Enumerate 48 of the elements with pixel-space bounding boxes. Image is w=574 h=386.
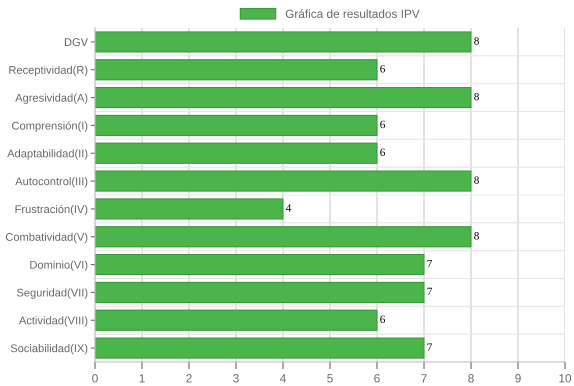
bar [95, 114, 378, 136]
bar [95, 338, 425, 359]
data-label: 8 [474, 37, 479, 45]
bar [95, 282, 425, 303]
data-label: 6 [380, 65, 385, 73]
y-tick-label: Actividad(VIII) [18, 316, 88, 327]
data-label: 7 [428, 343, 432, 351]
data-label: 4 [286, 204, 292, 212]
x-tick-label: 3 [233, 374, 239, 382]
y-tick-label: Adaptabilidad(II) [7, 149, 88, 160]
y-tick-label: Agresividad(A) [15, 94, 88, 104]
y-tick-label: DGV [64, 38, 88, 46]
y-tick-label: Seguridad(VII) [16, 288, 88, 299]
data-label: 8 [474, 232, 479, 240]
x-tick-label: 6 [374, 374, 380, 382]
x-tick-label: 4 [280, 374, 286, 382]
x-tick-label: 9 [515, 374, 521, 382]
legend-label: Gráfica de resultados IPV [286, 9, 420, 18]
data-label: 6 [380, 120, 385, 128]
bar [95, 198, 284, 220]
bar [95, 254, 425, 276]
y-tick-label: Receptividad(R) [9, 66, 88, 76]
x-tick-label: 8 [468, 374, 474, 382]
y-tick-label: Frustración(IV) [16, 204, 88, 216]
bar [95, 87, 472, 108]
x-tick-label: 1 [140, 374, 145, 382]
data-label: 8 [474, 176, 479, 184]
y-tick-label: Autocontrol(III) [15, 177, 88, 188]
data-label: 7 [428, 260, 432, 268]
bar [95, 310, 378, 331]
bar [95, 59, 378, 80]
data-label: 6 [380, 316, 385, 324]
data-label: 8 [474, 92, 479, 100]
x-tick-label: 5 [327, 374, 333, 382]
y-tick-label: Combatividad(V) [6, 232, 88, 244]
y-tick-label: Comprensión(I) [12, 121, 88, 132]
y-tick-label: Dominio(VI) [30, 260, 88, 271]
bar [95, 170, 472, 192]
x-tick-label: 0 [92, 374, 98, 382]
x-tick-label: 7 [421, 374, 427, 382]
data-label: 6 [380, 148, 385, 156]
x-tick-label: 10 [559, 374, 572, 382]
bar [95, 142, 378, 164]
bar [95, 226, 472, 248]
data-label: 7 [428, 288, 432, 296]
x-tick-label: 2 [186, 374, 192, 382]
bar [95, 31, 472, 52]
y-tick-label: Sociabilidad(IX) [10, 344, 88, 354]
